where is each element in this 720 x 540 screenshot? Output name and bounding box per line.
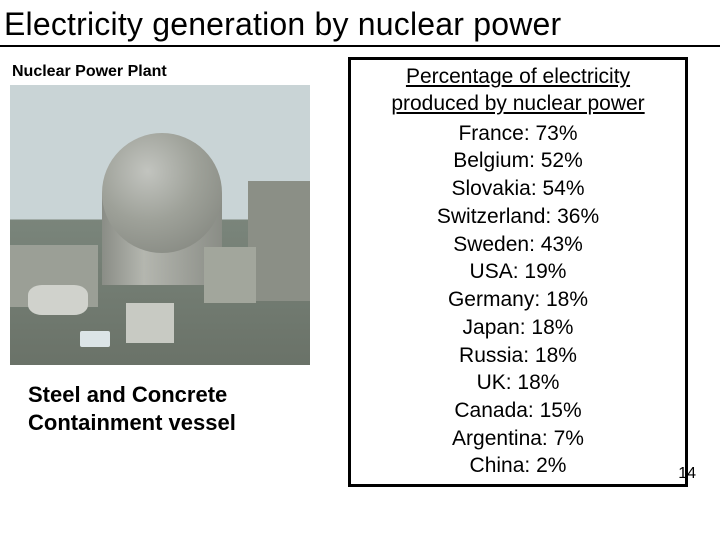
country-row: Russia: 18% (357, 342, 679, 370)
country-row: UK: 18% (357, 369, 679, 397)
caption-line-2: Containment vessel (28, 410, 236, 435)
page-number: 14 (678, 465, 696, 483)
storage-tank (28, 285, 88, 315)
country-row: Argentina: 7% (357, 425, 679, 453)
country-row: Germany: 18% (357, 286, 679, 314)
slide-title: Electricity generation by nuclear power (0, 0, 720, 47)
right-column: Percentage of electricity produced by nu… (348, 57, 704, 487)
box-heading: Percentage of electricity produced by nu… (357, 64, 679, 118)
vehicle (80, 331, 110, 347)
country-row: Sweden: 43% (357, 231, 679, 259)
country-row: Japan: 18% (357, 314, 679, 342)
heading-line-1: Percentage of electricity (406, 65, 630, 88)
country-row: France: 73% (357, 120, 679, 148)
containment-dome (102, 133, 222, 253)
heading-line-2: produced by nuclear power (391, 92, 644, 115)
left-column: Nuclear Power Plant Steel and Concrete C… (10, 57, 320, 487)
building-right (248, 181, 310, 301)
country-rows: France: 73%Belgium: 52%Slovakia: 54%Swit… (357, 120, 679, 480)
country-row: USA: 19% (357, 258, 679, 286)
content-area: Nuclear Power Plant Steel and Concrete C… (0, 47, 720, 487)
percentage-box: Percentage of electricity produced by nu… (348, 57, 688, 487)
country-row: Canada: 15% (357, 397, 679, 425)
country-row: China: 2% (357, 452, 679, 480)
plant-label: Nuclear Power Plant (12, 63, 320, 81)
country-row: Switzerland: 36% (357, 203, 679, 231)
caption-line-1: Steel and Concrete (28, 382, 227, 407)
country-row: Slovakia: 54% (357, 175, 679, 203)
building-right-2 (204, 247, 256, 303)
nuclear-plant-image (10, 85, 310, 365)
country-row: Belgium: 52% (357, 147, 679, 175)
ground-block (126, 303, 174, 343)
image-caption: Steel and Concrete Containment vessel (28, 381, 320, 436)
